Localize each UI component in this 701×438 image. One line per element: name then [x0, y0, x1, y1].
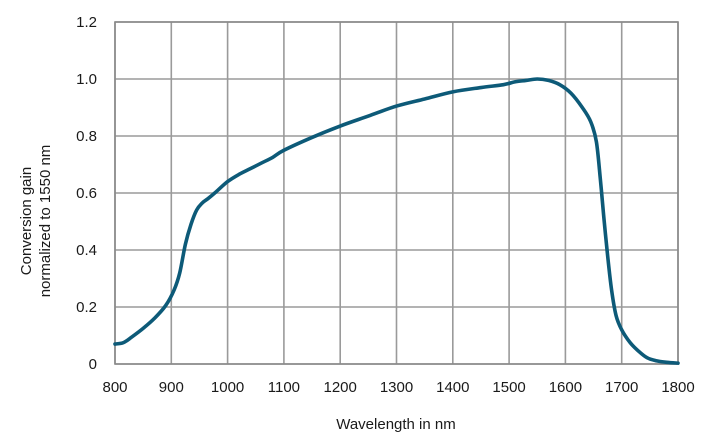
grid — [114, 21, 679, 365]
x-tick-label: 1400 — [436, 379, 469, 396]
y-tick-label: 1.0 — [76, 71, 97, 88]
x-tick-label: 1600 — [549, 379, 582, 396]
x-tick-label: 800 — [102, 379, 127, 396]
y-tick-label: 1.2 — [76, 14, 97, 31]
x-tick-label: 1500 — [492, 379, 525, 396]
plot-frame — [114, 21, 679, 365]
x-tick-label: 1100 — [268, 379, 300, 396]
x-tick-label: 1300 — [380, 379, 413, 396]
y-axis-label: Conversion gain normalized to 1550 nm — [18, 145, 54, 298]
y-axis-label-line-1: Conversion gain — [18, 167, 35, 275]
x-tick-label: 1800 — [661, 379, 694, 396]
y-tick-label: 0.6 — [76, 185, 97, 202]
x-tick-label: 1200 — [324, 379, 357, 396]
y-tick-label: 0.2 — [76, 299, 97, 316]
x-tick-label: 1000 — [211, 379, 244, 396]
x-tick-label: 1700 — [605, 379, 638, 396]
y-axis-label-line-2: normalized to 1550 nm — [37, 145, 54, 298]
y-tick-labels: 0 0.2 0.4 0.6 0.8 1.0 1.2 — [76, 14, 97, 373]
conversion-gain-line — [113, 77, 680, 365]
x-tick-label: 900 — [159, 379, 184, 396]
x-tick-labels: 800 900 1000 1100 1200 1300 1400 1500 1600 1700 18… — [102, 379, 694, 396]
y-tick-label: 0.4 — [76, 242, 97, 259]
y-tick-label: 0 — [89, 356, 97, 373]
y-tick-label: 0.8 — [76, 128, 97, 145]
x-axis-label: Wavelength in nm — [336, 416, 456, 433]
